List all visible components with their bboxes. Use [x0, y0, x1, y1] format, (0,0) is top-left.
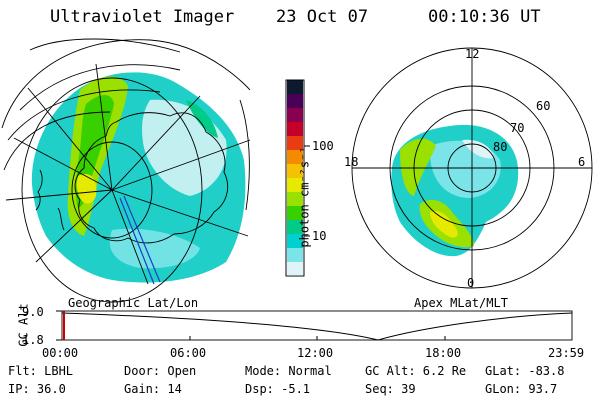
left-map-grid [3, 38, 251, 303]
colorbar-unit-label: photon cm⁻²s⁻¹ [297, 146, 312, 248]
colorbar-tick-100: 100 [312, 139, 334, 153]
left-ground-track [119, 195, 161, 285]
altitude-timeline [56, 310, 573, 341]
mlat-label-80: 80 [493, 140, 508, 154]
mlt-label-6: 6 [578, 155, 586, 169]
status-seq: Seq: 39 [365, 382, 416, 396]
timeline-xtick-0600: 06:00 [170, 346, 207, 360]
timeline-xtick-1800: 18:00 [425, 346, 462, 360]
timeline-xtick-1200: 12:00 [297, 346, 334, 360]
left-outer-arcs [1, 39, 251, 129]
instrument-title: Ultraviolet Imager [50, 7, 235, 27]
colorbar [285, 79, 310, 277]
left-map-caption: Geographic Lat/Lon [68, 296, 199, 310]
status-gain: Gain: 14 [124, 382, 182, 396]
right-map-caption: Apex MLat/MLT [414, 296, 508, 310]
date-label: 23 Oct 07 [276, 7, 369, 27]
status-dsp: Dsp: -5.1 [245, 382, 311, 396]
status-door: Door: Open [124, 364, 197, 378]
timeline-xtick-2359: 23:59 [548, 346, 585, 360]
status-filter: Flt: LBHL [8, 364, 74, 378]
timeline-xtick-0000: 00:00 [42, 346, 79, 360]
status-glat: GLat: -83.8 [485, 364, 565, 378]
mlat-label-70: 70 [510, 121, 525, 135]
mlat-label-60: 60 [536, 99, 551, 113]
left-coastline [35, 112, 228, 244]
right-polar-grid [351, 47, 593, 289]
status-gc-alt: GC Alt: 6.2 Re [365, 364, 467, 378]
timeline-ytick-9: 9.0 [22, 305, 44, 319]
colorbar-tick-10: 10 [312, 229, 327, 243]
status-mode: Mode: Normal [245, 364, 332, 378]
status-ip: IP: 36.0 [8, 382, 66, 396]
mlt-label-0: 0 [467, 276, 475, 290]
left-aurora-image [31, 72, 246, 283]
time-label: 00:10:36 UT [428, 7, 541, 27]
mlt-label-18: 18 [344, 155, 359, 169]
mlt-label-12: 12 [465, 47, 480, 61]
timeline-ytick-1-8: 1.8 [22, 333, 44, 347]
status-glon: GLon: 93.7 [485, 382, 558, 396]
